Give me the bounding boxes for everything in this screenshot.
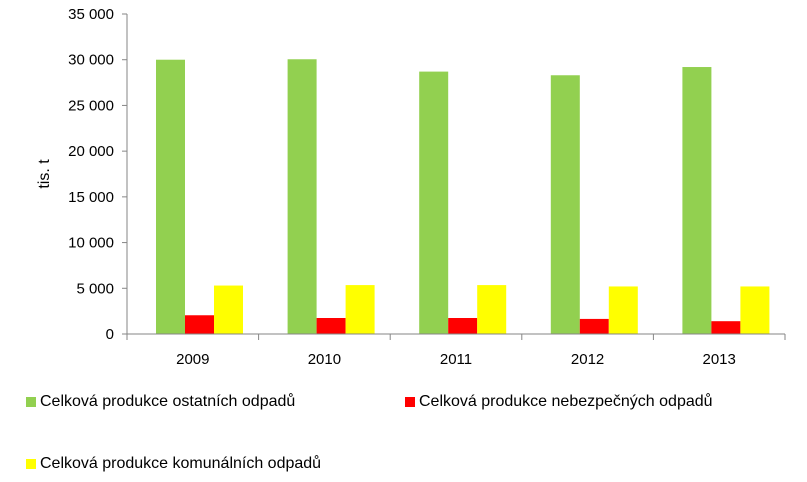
x-tick-label: 2013 bbox=[703, 351, 736, 368]
bar-2010-3 bbox=[345, 285, 375, 334]
bar-2009-1 bbox=[156, 59, 185, 334]
x-tick-label: 2010 bbox=[308, 351, 341, 368]
y-tick-label: 15 000 bbox=[68, 189, 114, 206]
bar-2009-2 bbox=[185, 315, 214, 334]
y-tick-label: 25 000 bbox=[68, 97, 114, 114]
bar-2013-3 bbox=[740, 286, 770, 334]
bar-2013-1 bbox=[682, 67, 712, 335]
y-tick-label: 20 000 bbox=[68, 143, 114, 160]
y-axis-label: tis. t bbox=[36, 159, 53, 189]
axes bbox=[126, 14, 785, 335]
x-tick-label: 2011 bbox=[440, 351, 472, 368]
bar-2011-3 bbox=[477, 285, 507, 334]
bar-2012-1 bbox=[550, 75, 580, 334]
bar-2011-1 bbox=[419, 71, 449, 334]
bar-2010-1 bbox=[287, 59, 317, 334]
y-tick-label: 35 000 bbox=[68, 6, 114, 23]
x-tick-label: 2009 bbox=[176, 351, 209, 368]
x-axis-ticks: 2009 2010 2011 2012 2013 bbox=[126, 334, 786, 368]
bar-2012-2 bbox=[579, 318, 609, 334]
bar-2010-2 bbox=[316, 318, 346, 334]
bar-2013-2 bbox=[711, 321, 741, 334]
y-tick-label: 10 000 bbox=[68, 235, 114, 252]
y-tick-label: 30 000 bbox=[68, 52, 114, 69]
y-axis-ticks: 0 5 000 10 000 15 000 20 000 25 000 30 000 35 0… bbox=[68, 6, 127, 343]
y-tick-label: 0 bbox=[106, 326, 114, 343]
bar-2012-3 bbox=[608, 286, 638, 334]
bar-2011-2 bbox=[448, 318, 478, 334]
bar-2009-3 bbox=[214, 285, 243, 334]
y-tick-label: 5 000 bbox=[76, 280, 114, 297]
bars bbox=[156, 59, 770, 335]
x-tick-label: 2012 bbox=[571, 351, 604, 368]
